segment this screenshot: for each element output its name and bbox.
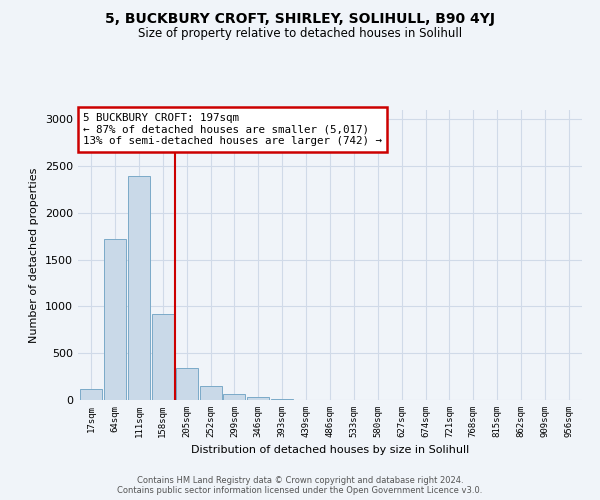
Bar <box>271 398 293 400</box>
Text: Contains public sector information licensed under the Open Government Licence v3: Contains public sector information licen… <box>118 486 482 495</box>
Bar <box>223 394 245 400</box>
X-axis label: Distribution of detached houses by size in Solihull: Distribution of detached houses by size … <box>191 446 469 456</box>
Bar <box>104 239 126 400</box>
Bar <box>80 389 102 400</box>
Text: Contains HM Land Registry data © Crown copyright and database right 2024.: Contains HM Land Registry data © Crown c… <box>137 476 463 485</box>
Bar <box>176 368 197 400</box>
Text: Size of property relative to detached houses in Solihull: Size of property relative to detached ho… <box>138 28 462 40</box>
Bar <box>247 397 269 400</box>
Bar <box>152 314 174 400</box>
Bar <box>128 176 150 400</box>
Y-axis label: Number of detached properties: Number of detached properties <box>29 168 40 342</box>
Text: 5 BUCKBURY CROFT: 197sqm
← 87% of detached houses are smaller (5,017)
13% of sem: 5 BUCKBURY CROFT: 197sqm ← 87% of detach… <box>83 113 382 146</box>
Bar <box>200 386 221 400</box>
Text: 5, BUCKBURY CROFT, SHIRLEY, SOLIHULL, B90 4YJ: 5, BUCKBURY CROFT, SHIRLEY, SOLIHULL, B9… <box>105 12 495 26</box>
